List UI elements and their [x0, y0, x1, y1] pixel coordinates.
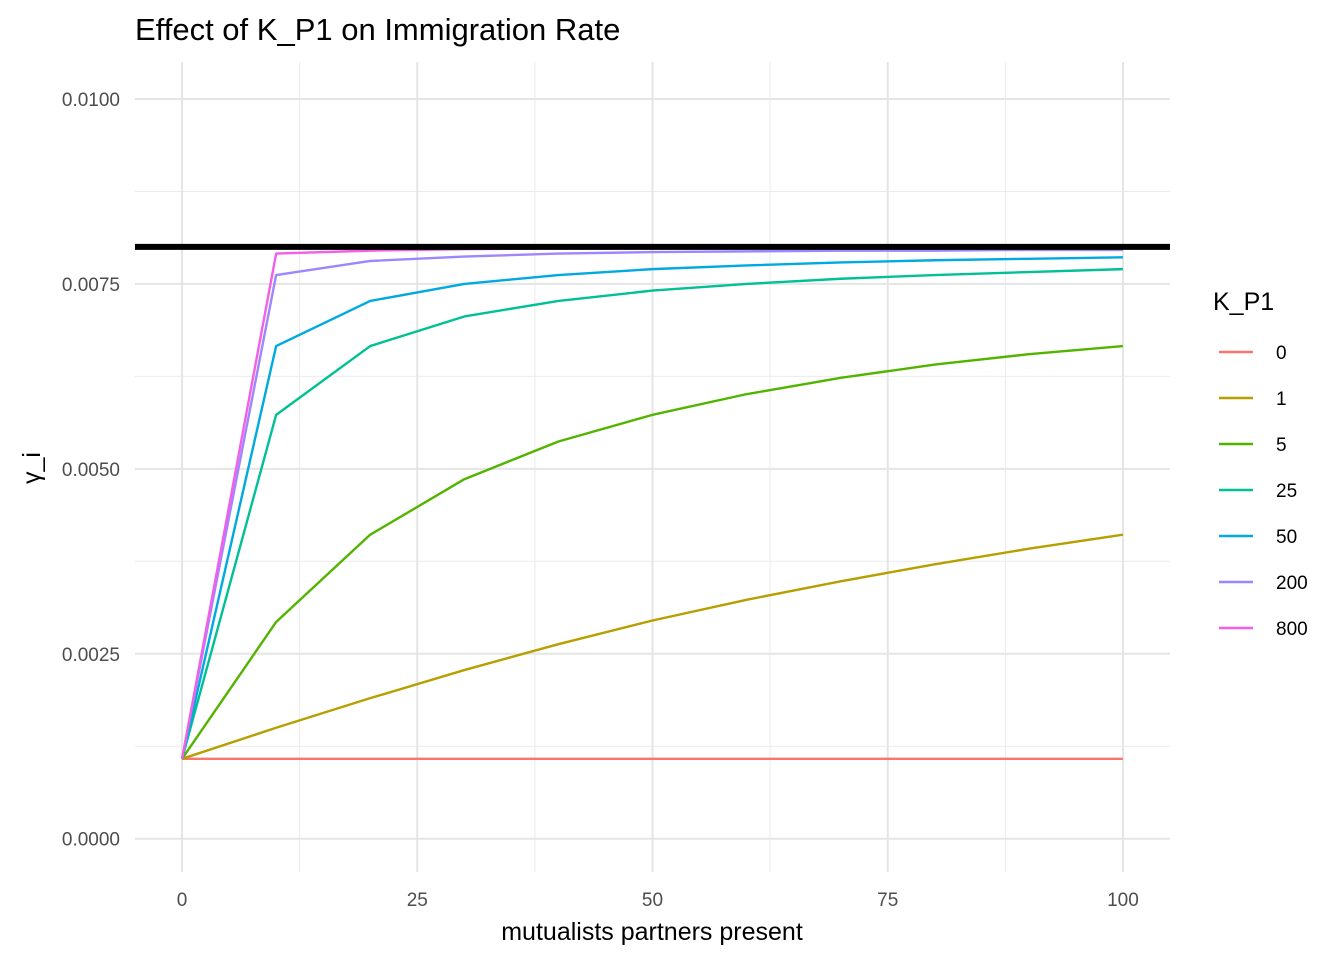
legend-title: K_P1 [1213, 288, 1274, 316]
legend-items: 0 1 5 25 50 200 800 [1219, 343, 1308, 640]
series-line-kp1-200 [180, 248, 1123, 760]
x-tick-label: 25 [407, 890, 428, 911]
x-axis-title: mutualists partners present [501, 918, 803, 946]
x-tick-labels: 0 25 50 75 100 [177, 890, 1139, 911]
major-gridlines [135, 62, 1170, 872]
x-tick-label: 50 [642, 890, 663, 911]
y-tick-labels: 0.0000 0.0025 0.0050 0.0075 0.0100 [62, 90, 120, 851]
y-tick-label: 0.0000 [62, 830, 120, 851]
x-tick-label: 75 [877, 890, 898, 911]
legend-label-kp1-0: 0 [1276, 343, 1287, 364]
y-tick-label: 0.0025 [62, 645, 120, 666]
series-line-kp1-5 [181, 344, 1124, 760]
y-axis-title: γ_i [18, 452, 46, 484]
y-tick-label: 0.0100 [62, 90, 120, 111]
x-tick-label: 0 [177, 890, 188, 911]
series-line-kp1-50 [180, 256, 1123, 760]
legend-label-kp1-25: 25 [1276, 481, 1297, 502]
legend-label-kp1-1: 1 [1276, 389, 1287, 410]
legend: K_P1 0 1 5 25 50 200 800 [1213, 288, 1308, 640]
legend-label-kp1-800: 800 [1276, 619, 1308, 640]
series-line-kp1-1 [181, 533, 1124, 760]
y-tick-label: 0.0050 [62, 460, 120, 481]
series-line-kp1-25 [180, 267, 1123, 760]
y-tick-label: 0.0075 [62, 275, 120, 296]
x-tick-label: 100 [1107, 890, 1139, 911]
chart-title: Effect of K_P1 on Immigration Rate [135, 12, 620, 47]
legend-label-kp1-50: 50 [1276, 527, 1297, 548]
legend-label-kp1-200: 200 [1276, 573, 1308, 594]
legend-label-kp1-5: 5 [1276, 435, 1287, 456]
